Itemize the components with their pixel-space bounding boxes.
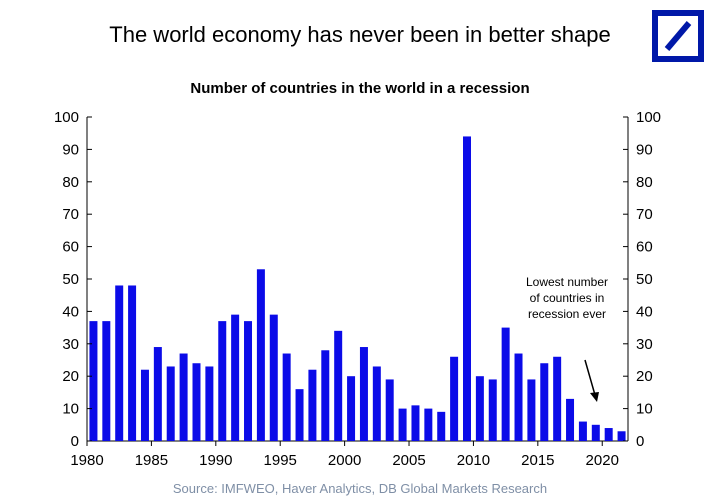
bar-1997 (308, 369, 317, 441)
bar-2018 (578, 421, 587, 441)
annotation-line-3: recession ever (527, 307, 607, 321)
bar-2015 (540, 363, 549, 441)
y-tick-label-left: 20 (62, 368, 79, 385)
bar-2021 (617, 431, 626, 441)
annotation-arrow (584, 359, 596, 396)
y-tick-label-left: 0 (71, 433, 79, 450)
y-tick-label-left: 100 (54, 109, 79, 126)
bar-1994 (269, 314, 278, 441)
x-tick-label: 2000 (328, 452, 361, 469)
chart-title: Number of countries in the world in a re… (190, 80, 530, 97)
bar-2014 (527, 379, 536, 441)
bar-1995 (282, 353, 291, 441)
bar-2001 (359, 347, 368, 441)
annotation-arrow-head (590, 392, 599, 402)
bar-1985 (153, 347, 162, 441)
bar-1984 (140, 369, 149, 441)
logo-slash (664, 21, 692, 51)
bar-1991 (231, 314, 240, 441)
deutsche-bank-logo (652, 10, 704, 62)
y-tick-label-right: 40 (636, 303, 653, 320)
bar-1986 (166, 366, 175, 441)
bar-2013 (514, 353, 523, 441)
y-tick-label-left: 60 (62, 239, 79, 256)
bar-1990 (218, 321, 227, 441)
annotation-lowest: Lowest number of countries in recession … (512, 274, 622, 322)
y-tick-label-left: 40 (62, 303, 79, 320)
x-tick-label: 2005 (392, 452, 425, 469)
x-tick-label: 1985 (135, 452, 168, 469)
bar-1999 (334, 330, 343, 441)
bar-1992 (244, 321, 253, 441)
x-tick-label: 1980 (70, 452, 103, 469)
y-tick-label-left: 50 (62, 271, 79, 288)
bar-1982 (115, 285, 124, 441)
bar-2009 (463, 136, 471, 441)
x-tick-label: 1990 (199, 452, 232, 469)
x-tick-label: 1995 (264, 452, 297, 469)
headline: The world economy has never been in bett… (109, 22, 611, 47)
bar-2017 (566, 398, 575, 441)
bar-1987 (179, 353, 188, 441)
bar-1993 (256, 269, 265, 441)
annotation-line-1: Lowest number (525, 275, 609, 289)
bar-2000 (347, 376, 356, 441)
source-note: Source: IMFWEO, Haver Analytics, DB Glob… (172, 481, 548, 496)
y-tick-label-right: 70 (636, 206, 653, 223)
y-tick-label-right: 30 (636, 336, 653, 353)
bar-1980 (89, 321, 98, 441)
bar-1988 (192, 363, 201, 441)
bar-1983 (128, 285, 137, 441)
bar-2006 (424, 408, 433, 441)
annotation-line-2: of countries in (529, 291, 605, 305)
y-tick-label-right: 20 (636, 368, 653, 385)
bar-2005 (411, 405, 420, 441)
bar-2008 (450, 356, 459, 441)
y-tick-label-left: 30 (62, 336, 79, 353)
bar-2020 (604, 428, 613, 441)
bar-1996 (295, 389, 304, 441)
y-tick-label-left: 70 (62, 206, 79, 223)
bars-layer (89, 136, 626, 441)
y-tick-label-right: 10 (636, 401, 653, 418)
x-tick-label: 2020 (586, 452, 619, 469)
bar-2019 (591, 424, 600, 441)
y-tick-label-left: 90 (62, 141, 79, 158)
x-tick-label: 2010 (457, 452, 490, 469)
y-tick-label-right: 90 (636, 141, 653, 158)
bar-1989 (205, 366, 214, 441)
bar-2007 (437, 411, 446, 441)
y-tick-label-right: 50 (636, 271, 653, 288)
y-tick-label-left: 80 (62, 174, 79, 191)
y-tick-label-right: 0 (636, 433, 644, 450)
bar-2003 (385, 379, 394, 441)
y-tick-label-right: 60 (636, 239, 653, 256)
logo-frame (652, 10, 704, 62)
bar-2016 (553, 356, 562, 441)
bar-2012 (501, 327, 510, 441)
bar-2002 (372, 366, 381, 441)
x-tick-label: 2015 (521, 452, 554, 469)
y-tick-label-left: 10 (62, 401, 79, 418)
bar-1998 (321, 350, 330, 441)
bar-2010 (475, 376, 484, 441)
bar-2004 (398, 408, 407, 441)
y-tick-label-right: 100 (636, 109, 661, 126)
bar-1981 (102, 321, 111, 441)
y-tick-label-right: 80 (636, 174, 653, 191)
bar-2011 (488, 379, 497, 441)
